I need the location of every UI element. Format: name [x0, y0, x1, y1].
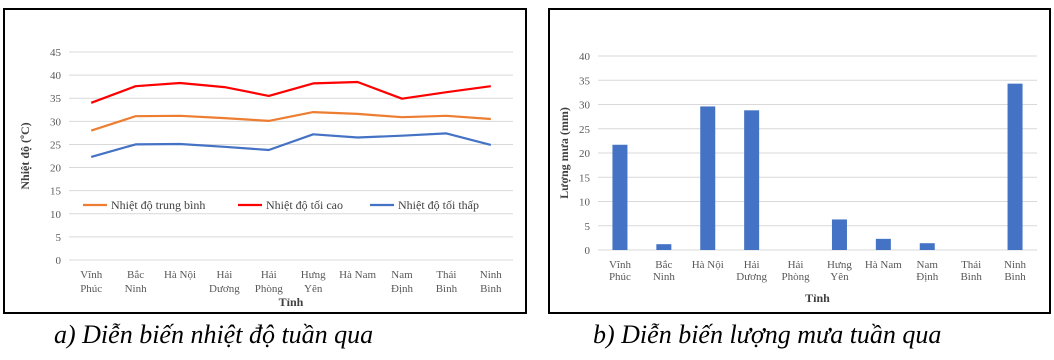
- y-tick-label: 30: [50, 116, 62, 128]
- x-tick-label: Thái Bình: [960, 259, 982, 283]
- y-tick-label: 5: [585, 221, 591, 233]
- series-line-3: [90, 132, 492, 158]
- y-tick-label: 20: [50, 163, 62, 175]
- x-tick-label: Vĩnh Phúc: [80, 269, 103, 295]
- legend-label: Nhiệt độ tối cao: [266, 198, 343, 212]
- legend-label: Nhiệt độ trung bình: [111, 198, 205, 212]
- x-tick-label: Bắc Ninh: [653, 259, 676, 283]
- y-tick-label: 30: [579, 100, 591, 112]
- y-tick-label: 40: [579, 51, 591, 63]
- caption-rainfall: b) Diễn biến lượng mưa tuần qua: [593, 320, 942, 349]
- series-line-2: [90, 80, 491, 104]
- x-tick-label: Hải Phòng: [781, 259, 810, 283]
- y-tick-label: 20: [579, 148, 591, 160]
- bar-4: [744, 110, 760, 250]
- bar-2: [656, 244, 672, 250]
- bar-10: [1007, 83, 1023, 251]
- temperature-line-chart: 0 5 10 15 20 25 30 35 40 45 Vĩnh Phúc Bắc Ninh Hà Nội H…: [18, 47, 513, 309]
- bar-6: [831, 219, 847, 250]
- caption-temperature: a) Diễn biến nhiệt độ tuần qua: [54, 320, 374, 349]
- x-tick-label: Hà Nam: [339, 269, 376, 281]
- x-tick-label: Nam Định: [916, 259, 939, 283]
- y-tick-label: 25: [50, 139, 62, 151]
- rainfall-bar-chart: 0 5 10 15 20 25 30 35 40 Vĩnh Phúc Bắc Ninh Hà Nội Hải…: [557, 51, 1037, 305]
- rainfall-chart-panel: 0 5 10 15 20 25 30 35 40 Vĩnh Phúc Bắc Ninh Hà Nội Hải…: [548, 8, 1051, 314]
- y-tick-label: 45: [50, 47, 62, 59]
- y-tick-label: 25: [579, 124, 591, 136]
- y-tick-label: 40: [50, 70, 62, 82]
- x-tick-label: Ninh Bình: [1004, 259, 1027, 283]
- y-axis-title: Lượng mưa (mm): [557, 107, 571, 199]
- x-tick-label: Hà Nội: [692, 259, 724, 271]
- legend-label: Nhiệt độ tối thấp: [398, 198, 479, 212]
- x-axis-title: Tỉnh: [279, 295, 304, 309]
- y-tick-label: 0: [585, 245, 591, 257]
- temperature-chart-panel: 0 5 10 15 20 25 30 35 40 45 Vĩnh Phúc Bắc Ninh Hà Nội H…: [3, 8, 527, 314]
- x-tick-label: Hưng Yên: [827, 259, 852, 283]
- x-tick-label: Hà Nam: [865, 259, 902, 271]
- x-axis-title: Tỉnh: [805, 291, 830, 305]
- series-line-1: [90, 110, 491, 132]
- y-tick-label: 15: [50, 186, 62, 198]
- y-tick-label: 35: [579, 75, 591, 87]
- y-tick-label: 35: [50, 93, 62, 105]
- y-tick-label: 5: [56, 232, 62, 244]
- x-tick-label: Hà Nội: [164, 269, 196, 281]
- x-tick-label: Hải Phòng: [255, 269, 284, 295]
- x-tick-label: Nam Định: [391, 269, 414, 295]
- y-axis-title: Nhiệt độ (ºC): [18, 122, 32, 189]
- x-tick-label: Thái Bình: [436, 269, 458, 295]
- y-tick-label: 0: [56, 255, 62, 267]
- y-tick-label: 10: [50, 209, 62, 221]
- x-tick-label: Hưng Yên: [301, 269, 326, 295]
- x-tick-label: Vĩnh Phúc: [609, 259, 632, 283]
- bar-8: [919, 243, 935, 250]
- bar-1: [612, 144, 628, 250]
- x-tick-label: Hải Dương: [736, 259, 767, 283]
- bar-3: [700, 106, 716, 250]
- x-tick-label: Ninh Bình: [480, 269, 503, 295]
- y-tick-label: 10: [579, 197, 591, 209]
- bar-7: [875, 238, 891, 250]
- x-tick-label: Hải Dương: [209, 269, 240, 295]
- y-tick-label: 15: [579, 172, 591, 184]
- x-tick-label: Bắc Ninh: [125, 269, 148, 295]
